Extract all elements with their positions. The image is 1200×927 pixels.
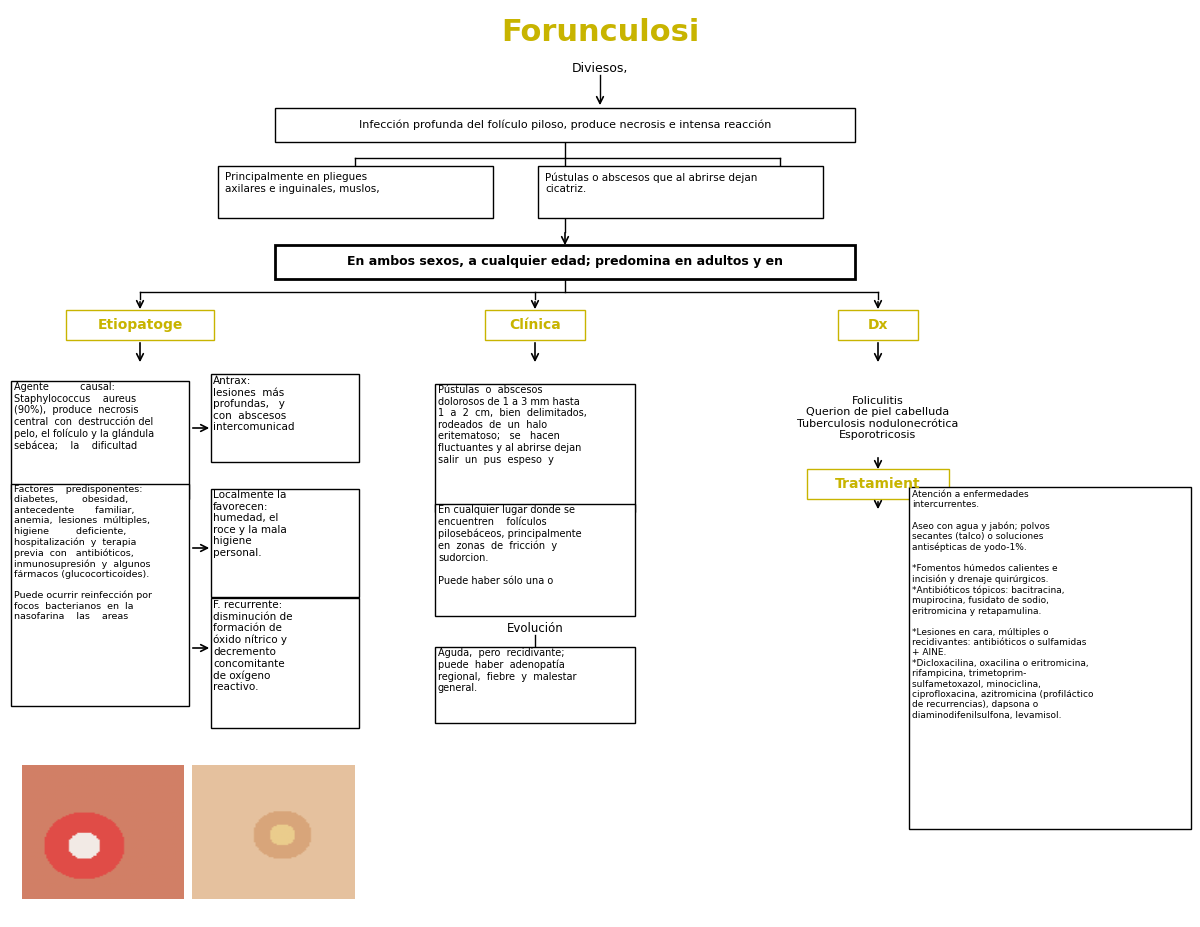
Bar xyxy=(211,489,359,597)
Bar xyxy=(217,166,492,218)
Text: Principalmente en pliegues
axilares e inguinales, muslos,: Principalmente en pliegues axilares e in… xyxy=(226,172,379,194)
Bar xyxy=(838,310,918,340)
Bar xyxy=(11,484,190,706)
Bar xyxy=(275,245,854,279)
Text: Aguda,  pero  recidivante;
puede  haber  adenopatía
regional,  fiebre  y  malest: Aguda, pero recidivante; puede haber ade… xyxy=(438,648,576,693)
Text: Tratamient: Tratamient xyxy=(835,477,920,491)
Text: Ántrax:
lesiones  más
profundas,   y
con  abscesos
intercomunicad: Ántrax: lesiones más profundas, y con ab… xyxy=(214,376,294,432)
Text: Localmente la
favorecen:
humedad, el
roce y la mala
higiene
personal.: Localmente la favorecen: humedad, el roc… xyxy=(214,490,287,558)
Bar xyxy=(436,504,635,616)
Bar xyxy=(538,166,822,218)
Text: Diviesos,: Diviesos, xyxy=(572,61,628,74)
Text: Factores    predisponentes:
diabetes,        obesidad,
antecedente       familia: Factores predisponentes: diabetes, obesi… xyxy=(14,485,152,621)
Text: Agente          causal:
Staphylococcus    aureus
(90%),  produce  necrosis
centr: Agente causal: Staphylococcus aureus (90… xyxy=(14,382,154,451)
Text: En ambos sexos, a cualquier edad; predomina en adultos y en: En ambos sexos, a cualquier edad; predom… xyxy=(347,256,784,269)
Bar xyxy=(66,310,214,340)
Bar xyxy=(436,647,635,723)
Bar xyxy=(11,381,190,499)
Text: F. recurrente:
disminución de
formación de
óxido nítrico y
decremento
concomitan: F. recurrente: disminución de formación … xyxy=(214,600,293,692)
Text: Pústulas  o  abscesos
dolorosos de 1 a 3 mm hasta
1  a  2  cm,  bien  delimitado: Pústulas o abscesos dolorosos de 1 a 3 m… xyxy=(438,385,587,464)
Bar xyxy=(910,487,1190,829)
Text: Dx: Dx xyxy=(868,318,888,332)
Text: Etiopatoge: Etiopatoge xyxy=(97,318,182,332)
Text: Forunculosi: Forunculosi xyxy=(500,18,700,46)
Text: Infección profunda del folículo piloso, produce necrosis e intensa reacción: Infección profunda del folículo piloso, … xyxy=(359,120,772,131)
Text: Clínica: Clínica xyxy=(509,318,560,332)
Text: En cualquier lugar donde se
encuentren    folículos
pilosebáceos, principalmente: En cualquier lugar donde se encuentren f… xyxy=(438,505,582,586)
Text: Pústulas o abscesos que al abrirse dejan
cicatriz.: Pústulas o abscesos que al abrirse dejan… xyxy=(545,172,757,194)
Text: Foliculitis
Querion de piel cabelluda
Tuberculosis nodulonecrótica
Esporotricosi: Foliculitis Querion de piel cabelluda Tu… xyxy=(797,396,959,440)
Bar xyxy=(211,598,359,728)
Bar xyxy=(485,310,586,340)
Text: Evolución: Evolución xyxy=(506,621,563,634)
Text: Atención a enfermedades
intercurrentes.

Aseo con agua y jabón; polvos
secantes : Atención a enfermedades intercurrentes. … xyxy=(912,490,1093,719)
Bar xyxy=(275,108,854,142)
Bar xyxy=(808,469,949,499)
Bar xyxy=(211,374,359,462)
Bar xyxy=(436,384,635,512)
